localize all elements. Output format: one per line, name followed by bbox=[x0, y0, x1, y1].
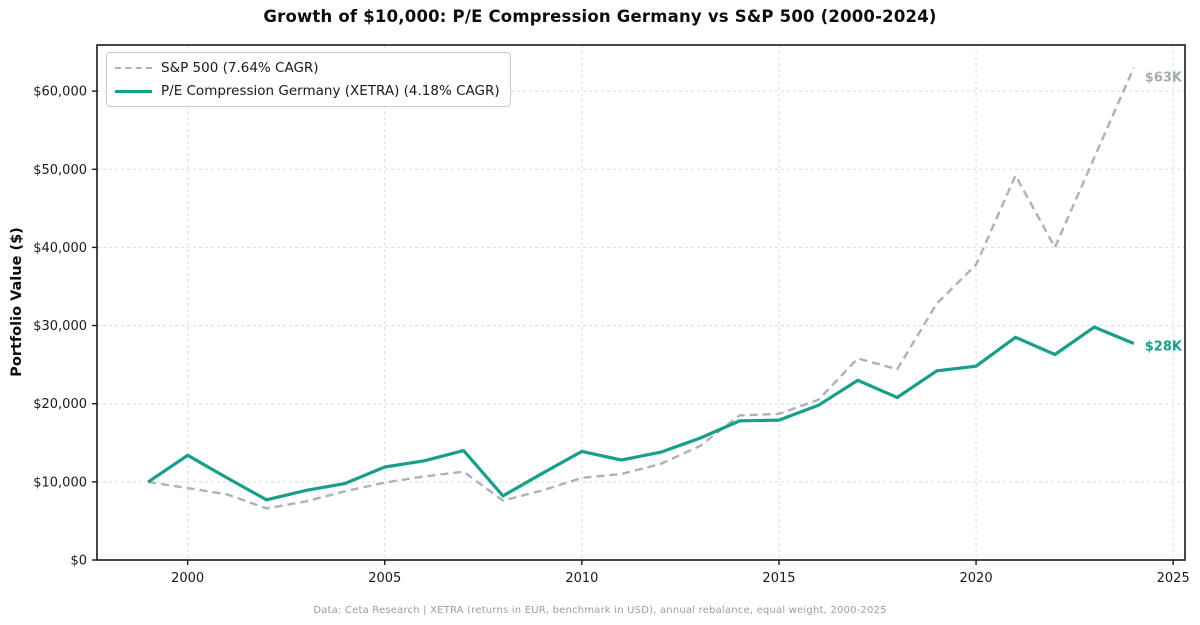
y-tick-label: $40,000 bbox=[33, 241, 87, 256]
sp500-dashed-line-sample bbox=[115, 67, 152, 69]
end-value-annotation: $63K bbox=[1145, 71, 1183, 86]
x-tick-label: 2000 bbox=[171, 571, 204, 586]
x-tick-label: 2025 bbox=[1157, 571, 1190, 586]
end-value-annotation: $28K bbox=[1145, 340, 1183, 355]
data-source-caption: Data: Ceta Research | XETRA (returns in … bbox=[313, 605, 887, 616]
y-tick-label: $30,000 bbox=[33, 319, 87, 334]
y-tick-label: $20,000 bbox=[33, 397, 87, 412]
legend-label-germany: P/E Compression Germany (XETRA) (4.18% C… bbox=[161, 83, 500, 99]
x-tick-label: 2015 bbox=[762, 571, 795, 586]
y-tick-label: $50,000 bbox=[33, 163, 87, 178]
y-tick-label: $10,000 bbox=[33, 475, 87, 490]
germany-solid-line-sample bbox=[115, 89, 152, 93]
legend-item-sp500: S&P 500 (7.64% CAGR) bbox=[115, 59, 500, 77]
germany-series-line bbox=[147, 325, 1135, 502]
legend-item-germany: P/E Compression Germany (XETRA) (4.18% C… bbox=[115, 82, 500, 100]
legend-label-sp500: S&P 500 (7.64% CAGR) bbox=[161, 60, 319, 76]
plot-frame bbox=[96, 44, 1186, 561]
x-tick-label: 2005 bbox=[368, 571, 401, 586]
x-tick-label: 2010 bbox=[565, 571, 598, 586]
y-tick-label: $60,000 bbox=[33, 85, 87, 100]
x-tick-label: 2020 bbox=[960, 571, 993, 586]
chart-title: Growth of $10,000: P/E Compression Germa… bbox=[263, 7, 937, 26]
y-tick-label: $0 bbox=[70, 554, 87, 569]
chart-legend: S&P 500 (7.64% CAGR) P/E Compression Ger… bbox=[106, 52, 511, 107]
sp500-series-line bbox=[148, 67, 1135, 510]
